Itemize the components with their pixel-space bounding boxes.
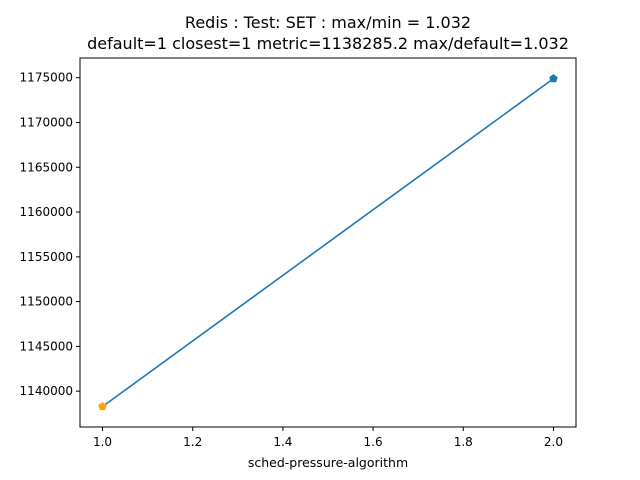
y-tick-label: 1165000 xyxy=(20,160,73,174)
x-tick-label: 1.2 xyxy=(183,435,202,449)
y-tick-label: 1140000 xyxy=(20,384,73,398)
data-point xyxy=(549,74,558,83)
y-tick-label: 1155000 xyxy=(20,250,73,264)
chart-title-line-1: Redis : Test: SET : max/min = 1.032 xyxy=(185,13,471,32)
y-tick-label: 1175000 xyxy=(20,71,73,85)
series-line xyxy=(102,77,554,408)
y-tick-label: 1150000 xyxy=(20,295,73,309)
series xyxy=(98,74,558,411)
y-axis-ticks: 1140000 1145000 1150000 1155000 1160000 11650… xyxy=(20,71,80,398)
x-axis-ticks: 1.0 1.2 1.4 1.6 1.8 2.0 xyxy=(93,427,563,449)
x-tick-label: 1.4 xyxy=(273,435,292,449)
chart-title-line-2: default=1 closest=1 metric=1138285.2 max… xyxy=(87,34,569,53)
x-tick-label: 1.8 xyxy=(454,435,473,449)
y-tick-label: 1145000 xyxy=(20,339,73,353)
data-point xyxy=(98,402,107,411)
x-axis-label: sched-pressure-algorithm xyxy=(248,455,408,470)
x-tick-label: 2.0 xyxy=(544,435,563,449)
y-tick-label: 1160000 xyxy=(20,205,73,219)
y-tick-label: 1170000 xyxy=(20,115,73,129)
x-tick-label: 1.6 xyxy=(364,435,383,449)
x-tick-label: 1.0 xyxy=(93,435,112,449)
